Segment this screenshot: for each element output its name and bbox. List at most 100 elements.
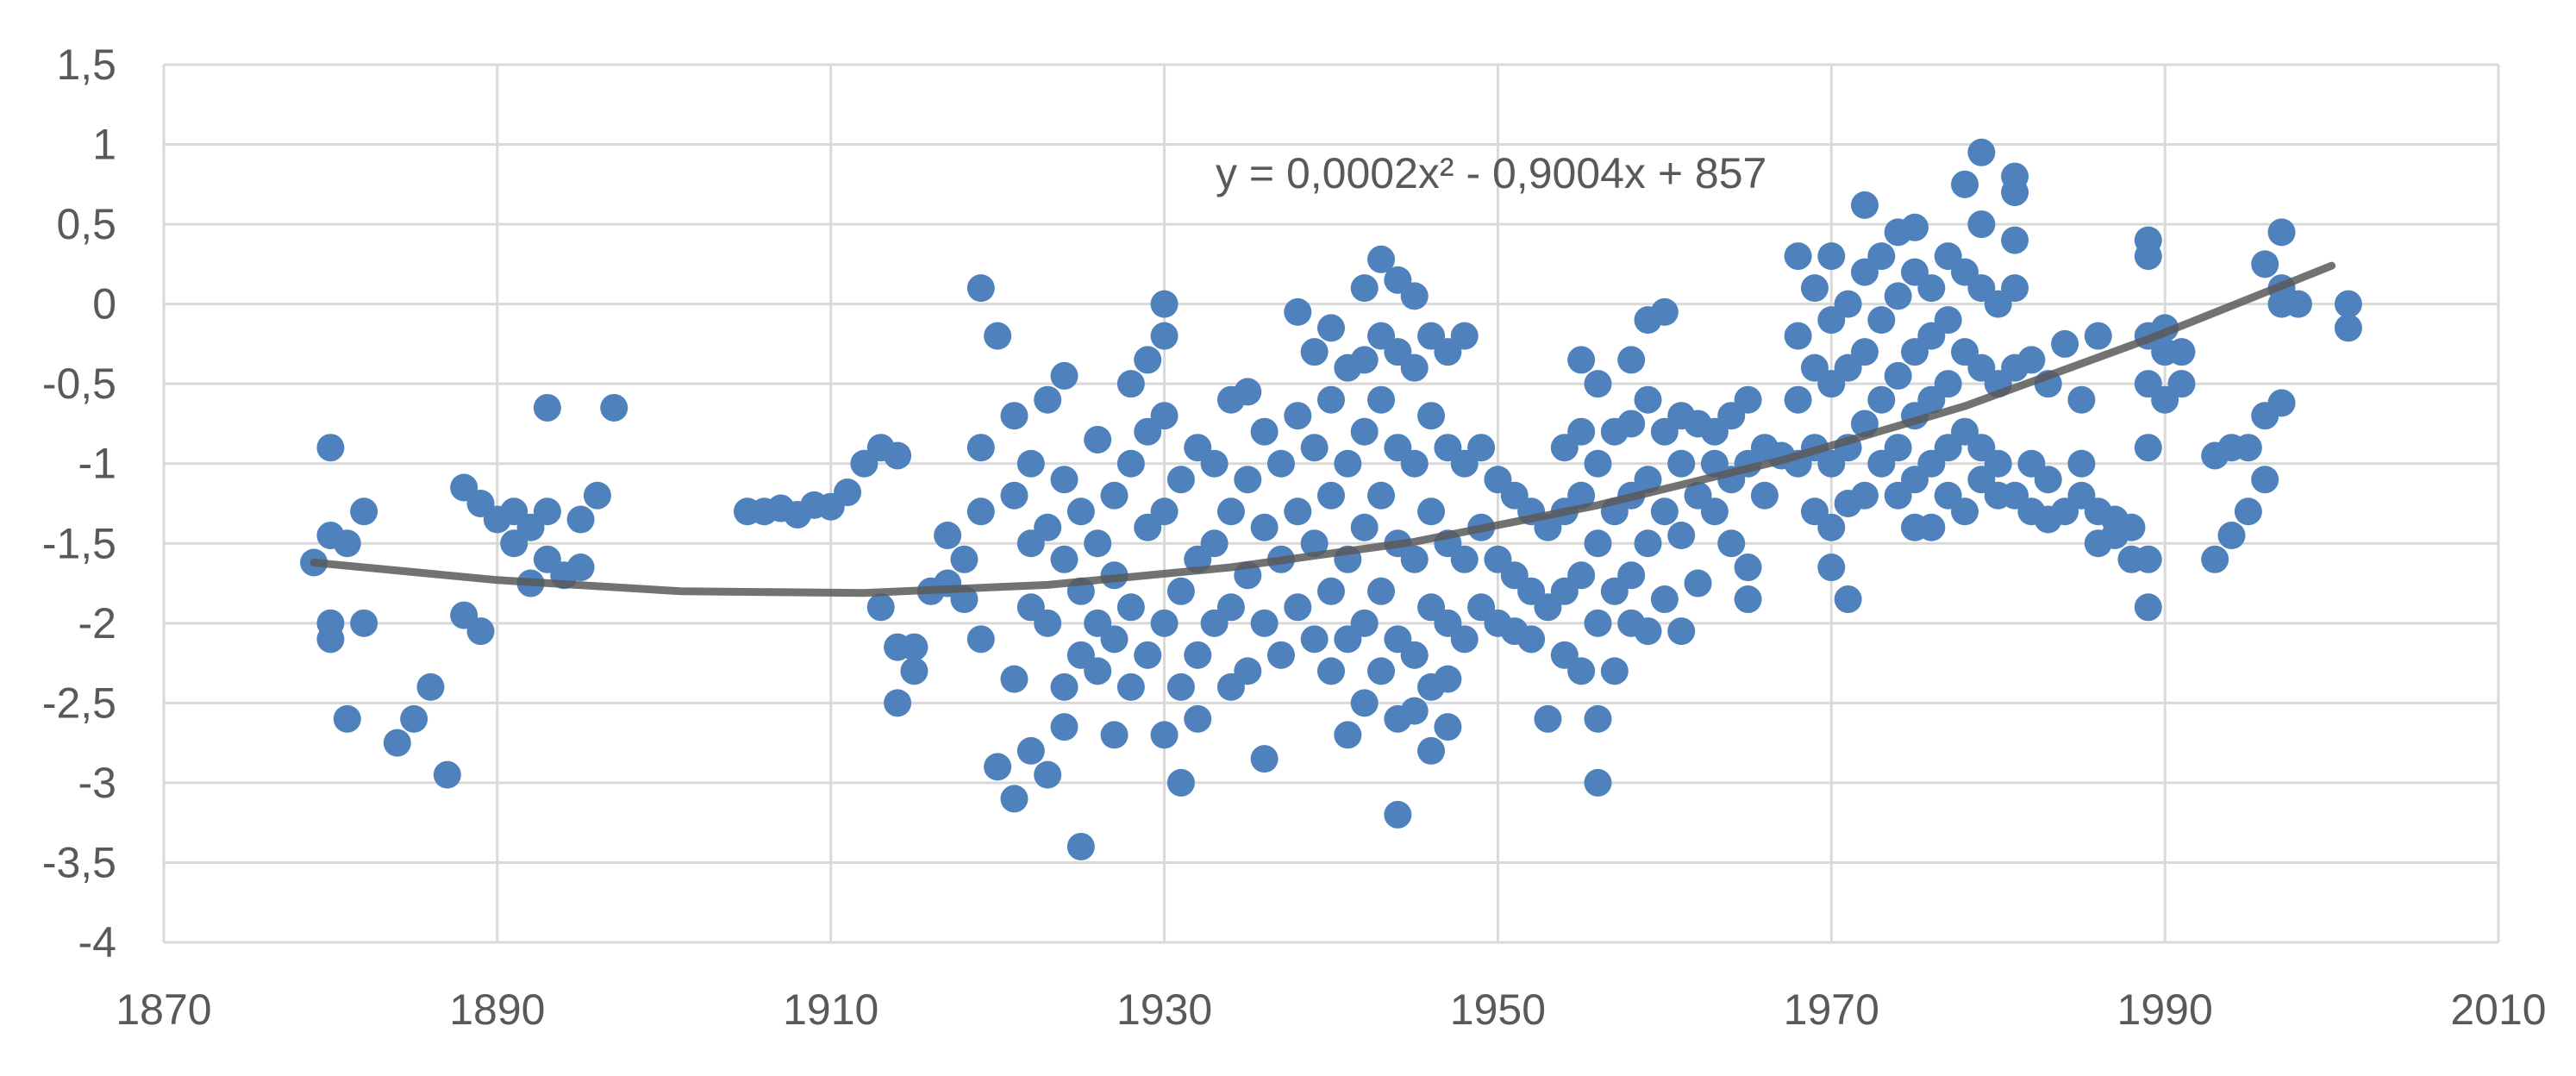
data-point (1350, 513, 1379, 541)
data-point (1784, 385, 1812, 414)
data-point (966, 497, 995, 526)
data-point (2267, 218, 2296, 247)
trendline-equation: y = 0,0002x² - 0,9004x + 857 (1216, 149, 1766, 197)
data-point (1400, 282, 1429, 310)
data-point (2134, 545, 2162, 573)
data-point (2017, 346, 2046, 374)
data-point (583, 481, 611, 510)
data-point (1367, 245, 1396, 273)
data-point (1266, 641, 1295, 669)
data-point (1434, 665, 1462, 693)
data-point (1100, 481, 1129, 510)
data-point (1166, 672, 1195, 701)
data-point (1917, 274, 1946, 303)
data-point (416, 672, 445, 701)
data-point (1350, 689, 1379, 717)
data-point (2084, 322, 2112, 350)
data-point (1166, 577, 1195, 605)
data-point (1334, 721, 1362, 749)
x-tick-label: 1970 (1784, 985, 1879, 1034)
data-point (2001, 178, 2029, 207)
y-tick-label: 0 (92, 280, 116, 328)
data-point (1000, 785, 1029, 813)
data-point (1450, 625, 1479, 654)
data-point (1334, 449, 1362, 478)
data-point (1684, 569, 1712, 597)
data-point (1917, 513, 1946, 541)
data-point (1800, 274, 1829, 303)
data-point (1266, 449, 1295, 478)
y-tick-label: -4 (78, 918, 116, 967)
data-point (1400, 353, 1429, 382)
data-point (1634, 466, 1662, 494)
data-point (1200, 529, 1229, 558)
data-point (900, 657, 928, 685)
data-point (1634, 617, 1662, 646)
data-point (566, 554, 595, 582)
data-point (383, 729, 411, 757)
data-point (1000, 481, 1029, 510)
data-point (1050, 545, 1079, 573)
data-point (1000, 402, 1029, 430)
y-tick-label: -1 (78, 440, 116, 488)
data-point (2334, 290, 2362, 318)
data-point (1367, 385, 1396, 414)
x-tick-label: 1890 (449, 985, 545, 1034)
data-point (1300, 434, 1329, 462)
data-point (1066, 832, 1095, 860)
data-point (1967, 210, 1996, 239)
data-point (984, 322, 1012, 350)
data-point (316, 434, 345, 462)
data-point (1850, 338, 1879, 366)
data-point (1034, 760, 1062, 789)
data-point (1984, 449, 2012, 478)
data-point (1367, 657, 1396, 685)
data-point (400, 704, 428, 733)
data-point (1567, 346, 1596, 374)
data-point (1134, 641, 1162, 669)
data-point (1050, 361, 1079, 390)
data-point (1850, 481, 1879, 510)
data-point (1834, 585, 1862, 614)
data-point (1634, 385, 1662, 414)
data-point (950, 545, 979, 573)
data-point (1034, 513, 1062, 541)
data-point (1116, 593, 1145, 622)
data-point (1584, 449, 1612, 478)
data-point (1934, 306, 1962, 335)
data-point (1734, 585, 1762, 614)
data-point (2034, 466, 2062, 494)
data-point (1350, 274, 1379, 303)
data-point (1084, 657, 1112, 685)
data-point (1750, 481, 1779, 510)
data-point (2251, 466, 2279, 494)
data-point (1184, 641, 1212, 669)
data-point (1700, 497, 1729, 526)
data-point (1667, 449, 1696, 478)
x-tick-label: 1870 (116, 985, 211, 1034)
data-point (1667, 617, 1696, 646)
data-point (2267, 389, 2296, 417)
x-tick-labels: 1870 1890 1910 1930 1950 1970 1990 2010 (116, 985, 2546, 1034)
data-point (1450, 322, 1479, 350)
data-point (2067, 385, 2096, 414)
data-point (1400, 641, 1429, 669)
data-point (1300, 529, 1329, 558)
data-point (934, 522, 962, 550)
data-point (1250, 609, 1279, 637)
data-point (1300, 625, 1329, 654)
data-point (1951, 170, 1979, 198)
data-point (1317, 314, 1345, 342)
data-point (1884, 434, 1912, 462)
x-tick-label: 2010 (2450, 985, 2546, 1034)
data-point (1317, 577, 1345, 605)
data-point (1434, 713, 1462, 741)
data-point (1584, 529, 1612, 558)
y-tick-label: -1,5 (42, 519, 116, 567)
data-point (2167, 338, 2196, 366)
data-point (1200, 449, 1229, 478)
data-point (1317, 385, 1345, 414)
data-point (2201, 545, 2229, 573)
data-point (1417, 497, 1446, 526)
